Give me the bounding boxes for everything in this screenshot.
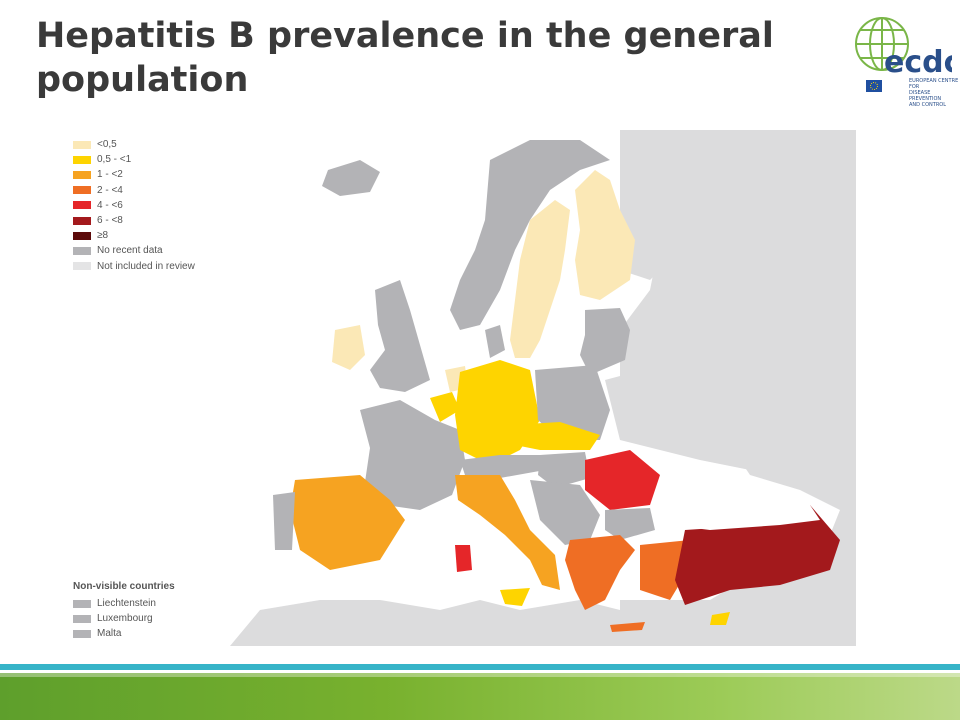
non-visible-item: Malta bbox=[73, 626, 175, 641]
country-hungary bbox=[538, 452, 590, 488]
country-portugal bbox=[273, 492, 295, 550]
country-czech-slovakia bbox=[510, 422, 600, 450]
non-visible-item: Luxembourg bbox=[73, 611, 175, 626]
legend-item: 2 - <4 bbox=[73, 183, 195, 198]
island-sicily bbox=[500, 588, 530, 606]
legend-item: 1 - <2 bbox=[73, 167, 195, 182]
island-sardinia bbox=[455, 545, 472, 572]
country-finland bbox=[575, 170, 635, 300]
country-italy bbox=[455, 475, 560, 590]
legend-item: 0,5 - <1 bbox=[73, 152, 195, 167]
country-sweden bbox=[510, 200, 570, 358]
non-visible-countries: Non-visible countries Liechtenstein Luxe… bbox=[73, 581, 175, 641]
legend-item: <0,5 bbox=[73, 137, 195, 152]
country-balkans bbox=[530, 480, 600, 545]
country-austria bbox=[460, 455, 545, 478]
country-spain bbox=[290, 475, 405, 570]
accent-bar bbox=[0, 664, 960, 670]
footer-band bbox=[0, 673, 960, 720]
region-not-included-ukraine bbox=[605, 360, 780, 470]
page-title: Hepatitis B prevalence in the general po… bbox=[36, 16, 774, 100]
island-crete bbox=[610, 622, 645, 632]
logo-wordmark: ecdc bbox=[884, 45, 952, 80]
legend-item: ≥8 bbox=[73, 228, 195, 243]
legend-item: No recent data bbox=[73, 243, 195, 258]
legend-item: Not included in review bbox=[73, 259, 195, 274]
ecdc-logo: ecdc bbox=[855, 17, 952, 92]
non-visible-title: Non-visible countries bbox=[73, 581, 175, 592]
eu-flag-icon bbox=[866, 80, 882, 92]
country-greece bbox=[565, 535, 635, 610]
country-iceland bbox=[322, 160, 380, 196]
country-ireland bbox=[332, 325, 365, 370]
country-bulgaria bbox=[605, 508, 655, 540]
country-denmark bbox=[485, 325, 505, 358]
logo-subtitle: EUROPEAN CENTRE FOR DISEASE PREVENTION A… bbox=[909, 78, 959, 108]
country-turkey bbox=[675, 505, 840, 605]
legend-item: 6 - <8 bbox=[73, 213, 195, 228]
island-cyprus bbox=[710, 612, 730, 625]
country-baltics bbox=[580, 308, 630, 375]
non-visible-item: Liechtenstein bbox=[73, 596, 175, 611]
country-uk bbox=[370, 280, 430, 392]
legend-item: 4 - <6 bbox=[73, 198, 195, 213]
region-not-included-russia-north bbox=[620, 130, 720, 280]
globe-icon bbox=[855, 17, 909, 71]
country-france bbox=[360, 400, 465, 510]
country-poland bbox=[535, 365, 610, 440]
europe-map bbox=[60, 130, 856, 646]
black-sea bbox=[660, 475, 820, 530]
country-belgium bbox=[430, 392, 460, 422]
map-legend: <0,5 0,5 - <1 1 - <2 2 - <4 4 - <6 6 - <… bbox=[73, 137, 195, 274]
country-romania bbox=[585, 450, 660, 510]
country-norway bbox=[450, 140, 610, 330]
region-not-included-africa bbox=[230, 600, 620, 646]
